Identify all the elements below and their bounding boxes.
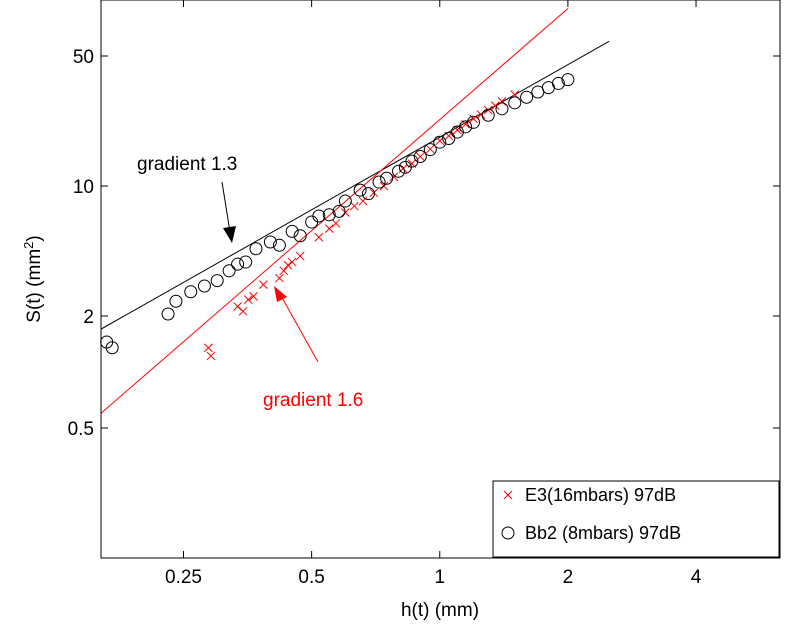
point-bb2-37 [520, 90, 534, 104]
point-bb2-6 [210, 274, 224, 288]
x-axis-label: h(t) (mm) [401, 600, 479, 621]
y-axis-label-end: ) [24, 235, 45, 241]
y-tick-label: 10 [73, 177, 94, 198]
point-e3-11 [295, 251, 305, 261]
plot-frame [100, 0, 781, 559]
point-bb2-17 [322, 208, 336, 222]
fit-lines [101, 8, 610, 414]
point-e3-10 [287, 257, 297, 267]
point-bb2-36 [508, 96, 522, 110]
point-bb2-2 [161, 307, 175, 321]
point-bb2-10 [249, 242, 263, 256]
point-bb2-41 [561, 73, 575, 87]
x-tick-label: 0.25 [165, 567, 202, 588]
point-bb2-29 [433, 135, 447, 149]
point-bb2-13 [285, 224, 299, 238]
y-axis-label-superscript: 2 [21, 242, 36, 249]
point-e3-6 [258, 280, 268, 289]
point-bb2-8 [231, 257, 245, 271]
annotation-gradient-1-6: gradient 1.6 [263, 390, 363, 411]
legend: E3(16mbars) 97dB Bb2 (8mbars) 97dB [492, 480, 780, 558]
fit-line-2 [101, 8, 569, 414]
point-bb2-3 [169, 294, 183, 308]
fit-line-1 [101, 40, 610, 330]
point-e3-14 [331, 218, 341, 228]
point-e3-1 [206, 351, 216, 361]
point-bb2-22 [372, 175, 386, 189]
point-bb2-19 [338, 194, 352, 208]
legend-marker-o [501, 526, 515, 540]
x-tick-label: 0.5 [298, 567, 324, 588]
annotation-arrowhead-black [223, 226, 236, 243]
point-bb2-4 [184, 285, 198, 299]
point-e3-3 [238, 306, 248, 316]
x-tick-label: 4 [691, 567, 702, 588]
y-tick-label: 2 [83, 307, 94, 328]
y-axis-label-main: S(t) (mm [24, 249, 45, 323]
legend-box [492, 480, 780, 558]
annotation-arrowhead-red [274, 286, 287, 302]
point-bb2-30 [442, 132, 456, 146]
y-axis-label: S(t) (mm2) [21, 235, 45, 322]
point-bb2-23 [380, 171, 394, 185]
point-bb2-32 [459, 120, 473, 134]
point-bb2-5 [197, 279, 211, 293]
point-e3-13 [324, 224, 334, 233]
y-tick-label: 0.5 [68, 419, 94, 440]
point-e3-24 [425, 144, 435, 154]
legend-label-bb2: Bb2 (8mbars) 97dB [525, 523, 681, 543]
point-bb2-27 [413, 150, 427, 164]
legend-label-e3: E3(16mbars) 97dB [525, 485, 676, 505]
point-bb2-16 [312, 209, 326, 223]
point-e3-33 [497, 97, 507, 106]
point-bb2-26 [405, 154, 419, 168]
point-e3-5 [249, 292, 258, 301]
point-e3-12 [314, 232, 324, 242]
point-bb2-7 [222, 264, 236, 278]
point-bb2-20 [353, 183, 367, 197]
point-bb2-34 [481, 108, 495, 122]
point-bb2-33 [466, 115, 480, 129]
y-tick-label: 50 [73, 47, 94, 68]
x-tick-label: 1 [434, 567, 445, 588]
annotation-arrow-black [221, 181, 231, 233]
point-e3-8 [279, 266, 289, 276]
point-e3-9 [283, 260, 293, 270]
axis-ticks: 0.25 0.5 1 2 4 0.5 2 10 50 [68, 0, 780, 588]
point-e3-29 [469, 114, 478, 124]
point-e3-7 [275, 273, 284, 283]
point-bb2-24 [392, 164, 406, 178]
point-bb2-28 [423, 143, 437, 157]
data-points [100, 73, 575, 361]
point-bb2-35 [495, 102, 509, 116]
point-e3-4 [243, 295, 253, 304]
point-bb2-14 [293, 229, 307, 243]
point-e3-31 [483, 105, 493, 115]
point-bb2-11 [263, 235, 277, 249]
point-bb2-9 [239, 255, 253, 269]
point-bb2-12 [272, 238, 286, 252]
point-bb2-21 [361, 187, 375, 201]
point-e3-0 [204, 343, 213, 353]
annotation-gradient-1-3: gradient 1.3 [137, 154, 237, 175]
x-tick-label: 2 [563, 567, 574, 588]
point-bb2-18 [332, 204, 346, 218]
point-e3-16 [349, 201, 359, 211]
point-bb2-40 [551, 76, 565, 90]
point-bb2-1 [105, 341, 119, 355]
point-e3-32 [490, 101, 500, 111]
annotation-arrow-red [279, 293, 319, 363]
point-e3-18 [369, 188, 379, 198]
legend-marker-x [503, 490, 513, 500]
